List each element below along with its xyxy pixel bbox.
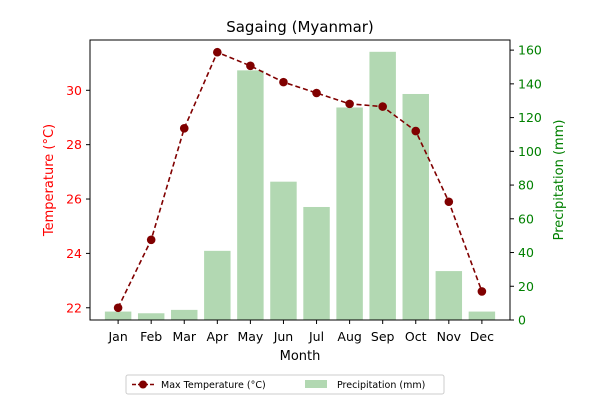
x-tick-label: Feb bbox=[140, 329, 162, 344]
x-tick-label: Jun bbox=[273, 329, 294, 344]
temperature-point bbox=[345, 99, 354, 109]
right-axis-label: Precipitation (mm) bbox=[552, 120, 567, 241]
precipitation-bar bbox=[171, 309, 198, 320]
legend-bar-swatch bbox=[305, 380, 327, 388]
x-tick-label: Dec bbox=[470, 329, 494, 344]
left-tick-label: 30 bbox=[66, 83, 82, 98]
temperature-point bbox=[378, 102, 387, 111]
legend-line-marker bbox=[139, 380, 147, 389]
temperature-point bbox=[279, 77, 288, 87]
x-tick-label: Jul bbox=[308, 329, 324, 344]
legend: Max Temperature (°C) Precipitation (mm) bbox=[125, 374, 445, 395]
temperature-point bbox=[246, 61, 255, 71]
right-tick-label: 40 bbox=[518, 245, 534, 260]
temperature-point bbox=[179, 124, 189, 133]
left-tick-label: 24 bbox=[66, 246, 82, 261]
right-tick-label: 160 bbox=[518, 43, 542, 58]
x-axis-ticks: Jan Feb Mar Apr May Jun Jul Aug Sep Oct Nov Dec bbox=[107, 320, 494, 344]
precipitation-bar bbox=[435, 271, 463, 320]
legend-frame bbox=[125, 374, 445, 395]
temperature-point bbox=[411, 126, 421, 136]
right-tick-label: 20 bbox=[518, 279, 534, 294]
temperature-point bbox=[444, 197, 454, 207]
x-tick-label: Nov bbox=[437, 329, 462, 344]
left-axis-label: Temperature (°C) bbox=[42, 124, 57, 237]
temperature-point bbox=[312, 88, 321, 98]
temperature-line-layer bbox=[113, 47, 487, 313]
x-tick-label: Apr bbox=[207, 329, 229, 344]
precipitation-bar bbox=[336, 107, 363, 320]
right-tick-label: 80 bbox=[518, 178, 534, 193]
precipitation-bars bbox=[104, 51, 496, 321]
right-axis-ticks: 0 20 40 60 80 100 120 140 160 bbox=[510, 43, 542, 328]
precipitation-bar bbox=[137, 313, 165, 320]
temperature-line bbox=[117, 51, 483, 309]
precipitation-bar bbox=[104, 311, 132, 320]
right-tick-label: 100 bbox=[518, 144, 542, 159]
temperature-point bbox=[477, 287, 487, 296]
legend-label-precipitation: Precipitation (mm) bbox=[337, 380, 425, 391]
right-tick-label: 0 bbox=[518, 313, 526, 328]
x-tick-label: Sep bbox=[371, 329, 395, 344]
temperature-point bbox=[213, 47, 222, 57]
legend-label-temperature: Max Temperature (°C) bbox=[161, 380, 266, 391]
x-tick-label: May bbox=[237, 329, 263, 344]
right-tick-label: 120 bbox=[518, 110, 542, 125]
precipitation-bar bbox=[303, 206, 330, 320]
x-tick-label: Mar bbox=[172, 329, 196, 344]
right-tick-label: 140 bbox=[518, 76, 542, 91]
chart-title: Sagaing (Myanmar) bbox=[226, 18, 374, 36]
precipitation-bar bbox=[237, 70, 264, 320]
precipitation-bar bbox=[369, 51, 396, 321]
precipitation-bar bbox=[204, 250, 231, 320]
right-tick-label: 60 bbox=[518, 211, 534, 226]
left-tick-label: 28 bbox=[66, 137, 82, 152]
x-axis-label: Month bbox=[280, 349, 321, 364]
left-tick-label: 22 bbox=[66, 300, 82, 315]
temperature-point bbox=[113, 303, 123, 313]
temperature-point bbox=[146, 235, 156, 245]
x-tick-label: Aug bbox=[337, 329, 361, 344]
precipitation-bar bbox=[468, 311, 496, 320]
x-tick-label: Oct bbox=[405, 329, 427, 344]
left-axis-ticks: 22 24 26 28 30 bbox=[66, 83, 90, 315]
left-tick-label: 26 bbox=[66, 192, 82, 207]
precipitation-bar bbox=[270, 181, 297, 320]
plot-frame bbox=[89, 39, 511, 321]
x-tick-label: Jan bbox=[107, 329, 127, 344]
